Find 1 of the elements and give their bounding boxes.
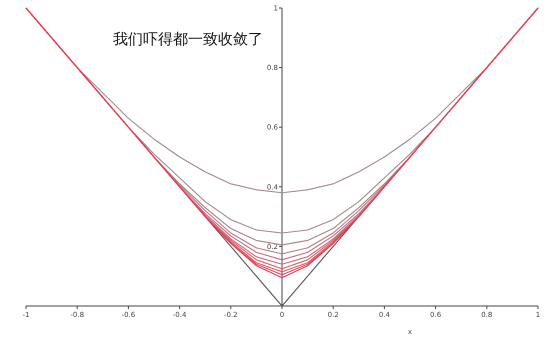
text: 我们吓得都一致收敛了 xyxy=(113,30,264,48)
